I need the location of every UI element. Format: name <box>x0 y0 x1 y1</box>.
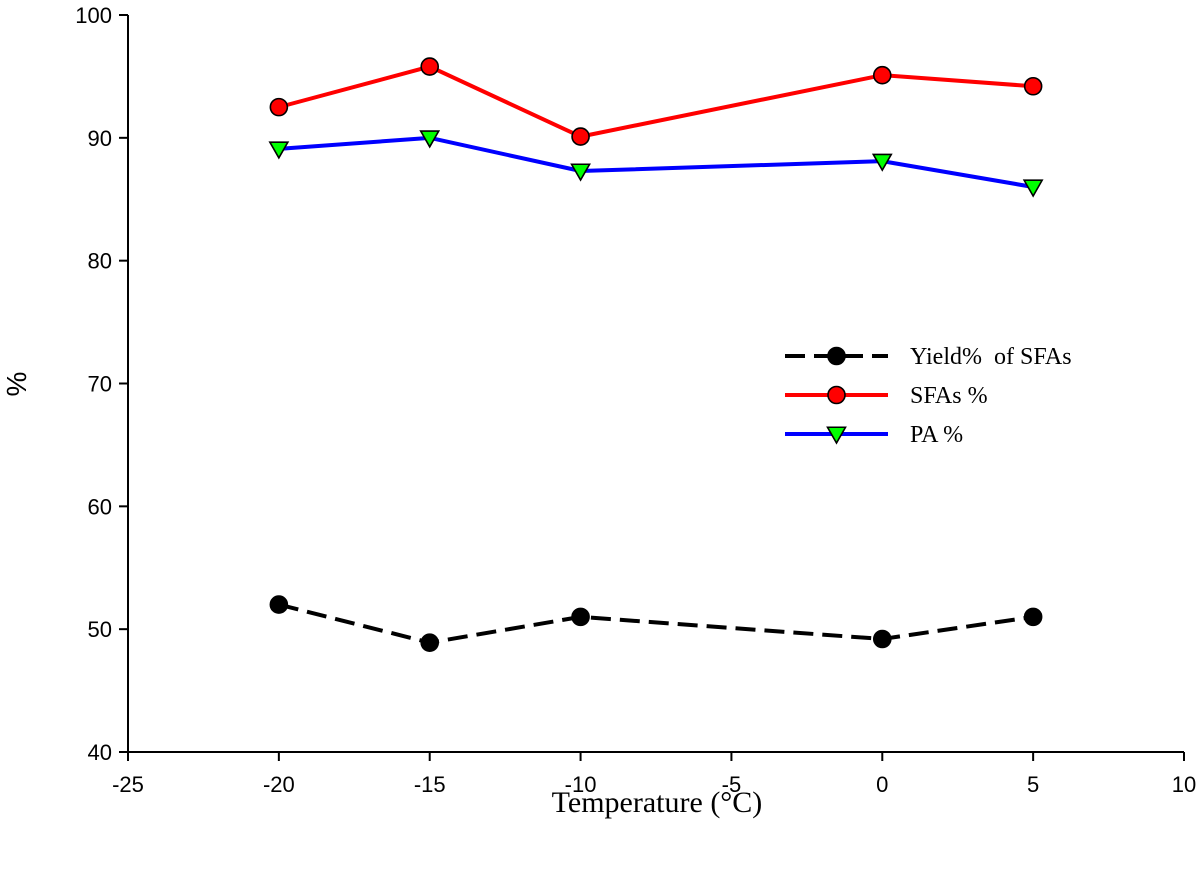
x-axis-title: Temperature (°C) <box>552 786 763 819</box>
data-point <box>1023 607 1043 627</box>
legend-item: Yield% of SFAs <box>785 344 1072 370</box>
y-tick-label: 50 <box>88 617 112 642</box>
series-0 <box>269 595 1043 652</box>
data-point <box>1022 179 1044 198</box>
series-line <box>278 602 1034 645</box>
x-tick-label: 5 <box>1027 772 1039 797</box>
legend-label: Yield% of SFAs <box>910 344 1072 370</box>
y-tick-label: 100 <box>75 3 112 28</box>
series-line <box>278 64 1034 139</box>
data-point <box>571 127 590 146</box>
x-tick-label: -25 <box>112 772 144 797</box>
y-axis-title: % <box>1 372 32 397</box>
y-tick-label: 80 <box>88 249 112 274</box>
y-tick-label: 70 <box>88 372 112 397</box>
legend-label: PA % <box>910 422 963 448</box>
series-line <box>278 135 1034 189</box>
data-point <box>269 97 289 117</box>
y-tick-label: 40 <box>88 740 112 765</box>
data-point <box>268 141 290 160</box>
data-point <box>570 163 591 182</box>
data-point <box>872 629 892 649</box>
data-point <box>419 130 441 149</box>
x-tick-label: -5 <box>722 772 742 797</box>
data-point <box>871 153 893 172</box>
series-1 <box>269 57 1043 146</box>
x-tick-label: -15 <box>414 772 446 797</box>
x-tick-label: -10 <box>565 772 597 797</box>
y-tick-label: 60 <box>88 494 112 519</box>
series-2 <box>268 130 1044 198</box>
data-point <box>420 57 440 76</box>
x-tick-label: 0 <box>876 772 888 797</box>
series-layer <box>268 57 1044 652</box>
legend-item: PA % <box>785 422 963 448</box>
x-tick-label: 10 <box>1172 772 1196 797</box>
legend-marker <box>826 426 847 445</box>
legend-label: SFAs % <box>910 383 988 409</box>
data-point <box>269 595 289 614</box>
data-point <box>571 607 590 627</box>
y-tick-label: 90 <box>88 126 112 151</box>
legend-marker <box>827 346 846 366</box>
legend-item: SFAs % <box>785 383 988 409</box>
legend: Yield% of SFAs SFAs % PA % <box>785 344 1072 448</box>
legend-marker <box>827 385 846 405</box>
data-point <box>420 633 440 652</box>
axes: -25 -20 -15 -10 -5 0 5 10 40 50 60 70 80 90 100 <box>75 3 1196 797</box>
data-point <box>1023 76 1043 96</box>
x-tick-label: -20 <box>263 772 295 797</box>
data-point <box>872 65 892 85</box>
